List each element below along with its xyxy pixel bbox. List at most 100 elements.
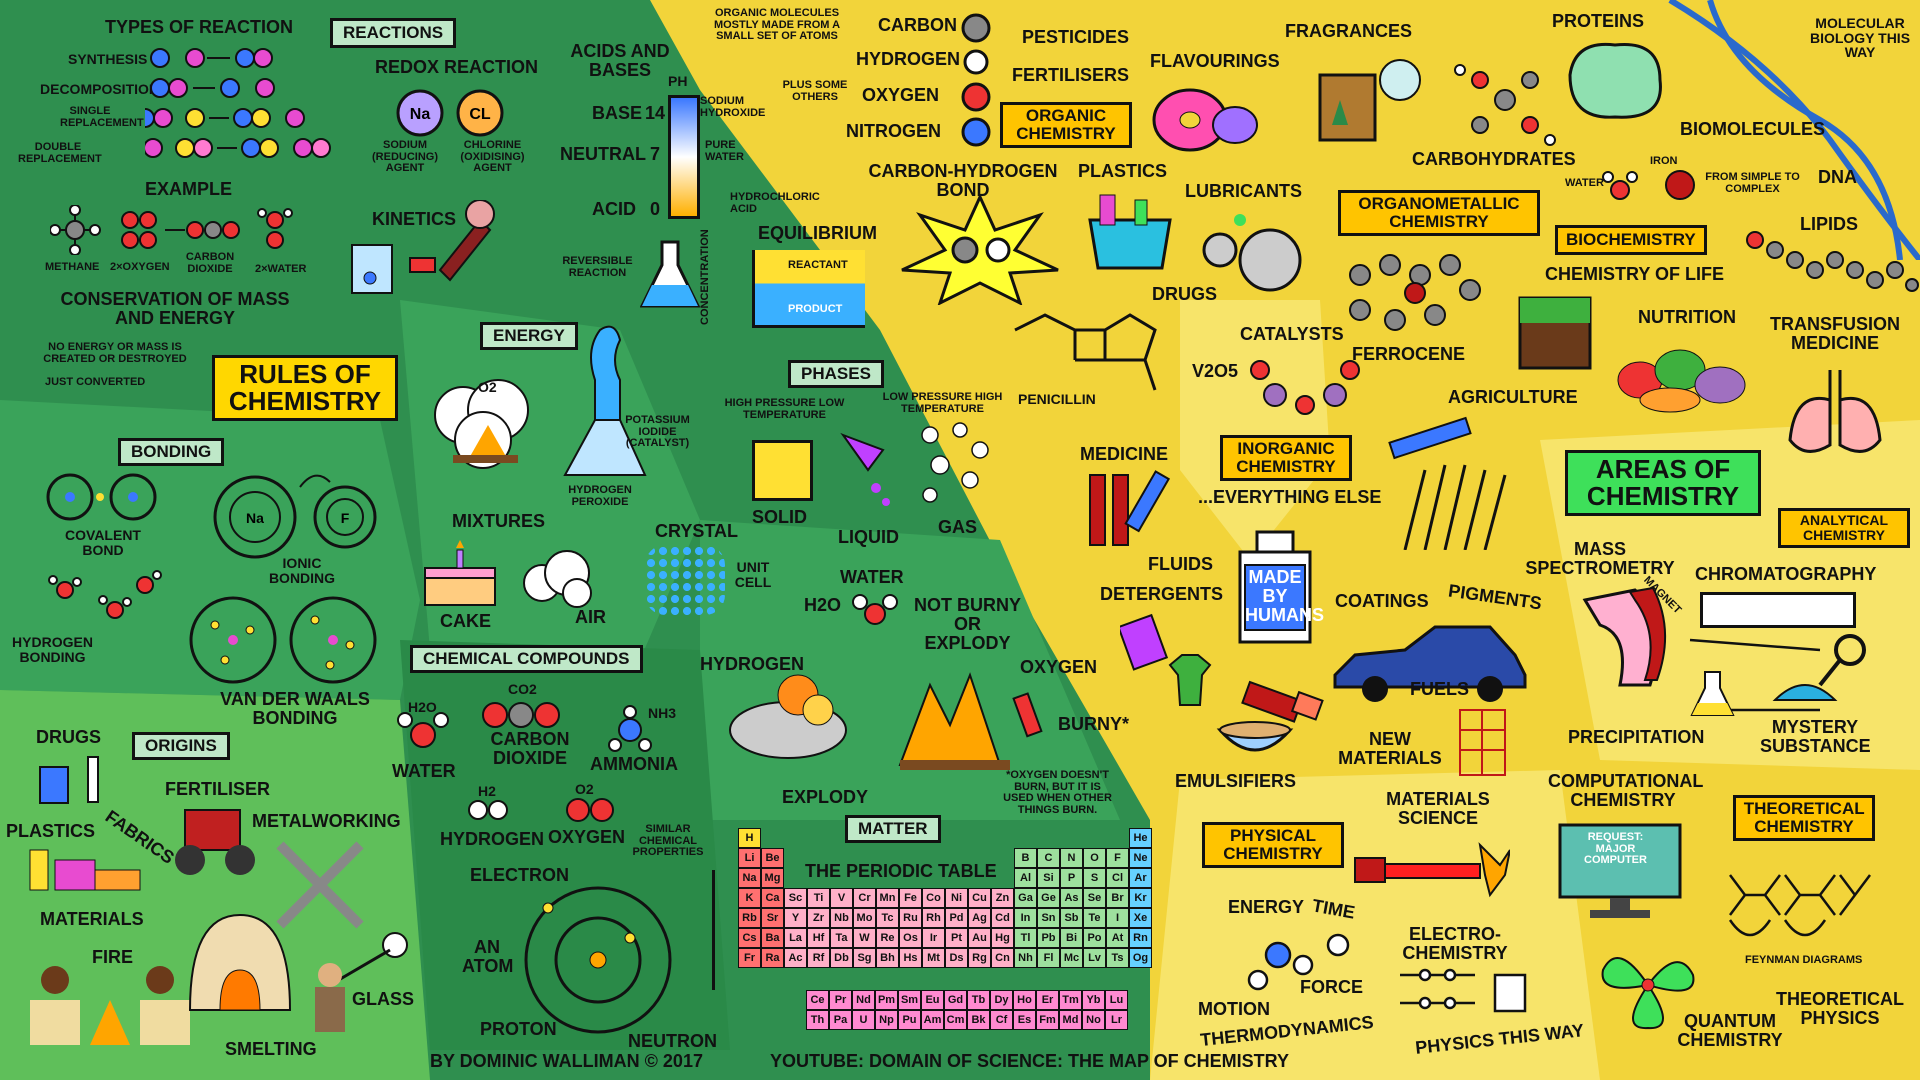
- author-credit: BY DOMINIC WALLIMAN © 2017: [430, 1051, 703, 1071]
- catalysts-label: CATALYSTS: [1240, 324, 1344, 344]
- tractor-icon: [175, 809, 255, 875]
- hydrogen-bonding-diagram: [48, 570, 162, 619]
- ch-bond-star-icon: [901, 195, 1059, 305]
- inorganic-chemistry-label: INORGANIC CHEMISTRY: [1220, 435, 1352, 481]
- origins-fire-label: FIRE: [92, 947, 134, 967]
- similar-properties-label: SIMILAR CHEMICAL PROPERTIES: [632, 823, 704, 859]
- electron-label: ELECTRON: [470, 865, 569, 885]
- nutrition-grass-block-icon: [1518, 296, 1592, 370]
- organometallic-label: ORGANOMETALLIC CHEMISTRY: [1338, 190, 1540, 236]
- origins-plastics-label: PLASTICS: [6, 821, 96, 841]
- youtube-credit: YOUTUBE: DOMAIN OF SCIENCE: THE MAP OF C…: [770, 1051, 1290, 1071]
- computer-monitor-icon: [1558, 823, 1682, 918]
- analytical-chemistry-label: ANALYTICAL CHEMISTRY: [1778, 508, 1910, 548]
- van-der-waals-diagram: [189, 596, 377, 684]
- chromatography-label: CHROMATOGRAPHY: [1695, 564, 1877, 584]
- element-cell: Mo: [853, 908, 876, 928]
- actinide-cell: Bk: [967, 1010, 990, 1030]
- smelting-kiln-icon: [188, 913, 292, 1011]
- lanthanide-cell: Ho: [1013, 990, 1036, 1010]
- types-of-reaction: TYPES OF REACTION: [105, 17, 294, 37]
- element-cell: Sr: [761, 908, 784, 928]
- organic-atoms-icon: [961, 13, 991, 147]
- request-computer-text: REQUEST: MAJOR COMPUTER: [1584, 831, 1647, 867]
- element-cell: Cr: [853, 888, 876, 908]
- proton-label: PROTON: [480, 1019, 557, 1039]
- element-cell: Y: [784, 908, 807, 928]
- element-cell: As: [1060, 888, 1083, 908]
- feynman-diagrams-label: FEYNMAN DIAGRAMS: [1745, 954, 1863, 966]
- precipitation-label: PRECIPITATION: [1568, 727, 1705, 747]
- element-cell: Fr: [738, 948, 761, 968]
- carbon-label: CARBON: [878, 15, 957, 35]
- single-replacement-label: SINGLE REPLACEMENT: [60, 105, 144, 129]
- co2-formula: CO2: [508, 681, 537, 697]
- element-cell: S: [1083, 868, 1106, 888]
- ionic-bonding-diagram: Na F: [213, 474, 377, 559]
- origins-smelting-label: SMELTING: [225, 1039, 317, 1059]
- synthesis-label: SYNTHESIS: [68, 51, 148, 67]
- lungs-icon: [1788, 370, 1882, 453]
- element-cell: Ds: [945, 948, 968, 968]
- product-label: PRODUCT: [788, 303, 843, 315]
- cake-icon: [424, 540, 496, 606]
- pesticides-label: PESTICIDES: [1022, 27, 1130, 47]
- carbon-dioxide-label: CARBON DIOXIDE: [185, 251, 235, 275]
- an-atom-label: AN ATOM: [462, 937, 514, 976]
- lanthanide-cell: Er: [1036, 990, 1059, 1010]
- theoretical-physics-label: THEORETICAL PHYSICS: [1776, 989, 1904, 1028]
- element-cell: O: [1083, 848, 1106, 868]
- reversible-reaction-label: REVERSIBLE REACTION: [562, 255, 633, 279]
- explody-airship-icon: [729, 674, 847, 759]
- element-cell: C: [1037, 848, 1060, 868]
- flask-icon: [640, 240, 700, 308]
- iron-label: IRON: [1650, 155, 1678, 167]
- element-cell: Ag: [968, 908, 991, 928]
- ionic-bonding-label: IONIC BONDING: [268, 555, 336, 586]
- analysis-arrows-icon: [1689, 638, 1821, 712]
- h2o-compound-formula: H2O: [408, 699, 437, 715]
- ph7: 7: [650, 144, 661, 164]
- lanthanide-cell: Yb: [1082, 990, 1105, 1010]
- element-cell: Se: [1083, 888, 1106, 908]
- drugs-vials-icon: [39, 756, 99, 804]
- origins-metalworking-label: METALWORKING: [252, 811, 401, 831]
- lanthanide-cell: Tm: [1059, 990, 1082, 1010]
- element-cell: Kr: [1129, 888, 1152, 908]
- crystal-label: CRYSTAL: [655, 521, 738, 541]
- element-cell: Lv: [1083, 948, 1106, 968]
- lanthanide-cell: Gd: [944, 990, 967, 1010]
- element-cell: He: [1129, 828, 1152, 848]
- element-cell: Mt: [922, 948, 945, 968]
- materials-science-laser-icon: [1354, 842, 1510, 898]
- acid-label: ACID: [592, 199, 636, 219]
- made-by-humans-bottle: [1238, 530, 1312, 644]
- matter-arrow: [712, 870, 715, 990]
- sodium-hydroxide-label: SODIUM HYDROXIDE: [700, 95, 766, 119]
- agriculture-label: AGRICULTURE: [1448, 387, 1578, 407]
- fuels-label: FUELS: [1410, 679, 1470, 699]
- element-cell: Fl: [1037, 948, 1060, 968]
- quantum-orbital-icon: [1601, 957, 1695, 1030]
- element-cell: Nh: [1014, 948, 1037, 968]
- o2-formula: O2: [575, 781, 594, 797]
- origins-drugs-label: DRUGS: [36, 727, 102, 747]
- actinide-cell: Es: [1013, 1010, 1036, 1030]
- actinide-cell: Am: [921, 1010, 944, 1030]
- kinetics-label: KINETICS: [372, 209, 457, 229]
- areas-of-chemistry-title: AREAS OF CHEMISTRY: [1565, 450, 1761, 516]
- decomposition-label: DECOMPOSITION: [40, 81, 160, 97]
- cl-text: CL: [469, 106, 491, 123]
- new-materials-lattice-icon: [1459, 709, 1506, 776]
- computational-chemistry-label: COMPUTATIONAL CHEMISTRY: [1548, 771, 1704, 810]
- element-cell: Bi: [1060, 928, 1083, 948]
- actinide-cell: Md: [1059, 1010, 1082, 1030]
- chemistry-of-life-label: CHEMISTRY OF LIFE: [1545, 264, 1725, 284]
- v2o5-label: V2O5: [1192, 361, 1239, 381]
- physical-chemistry-label: PHYSICAL CHEMISTRY: [1202, 822, 1344, 868]
- o2-energy-label: O2: [478, 379, 497, 395]
- element-cell: At: [1106, 928, 1129, 948]
- detergents-clothes-icon: [1120, 613, 1212, 706]
- element-cell: Li: [738, 848, 761, 868]
- element-cell: In: [1014, 908, 1037, 928]
